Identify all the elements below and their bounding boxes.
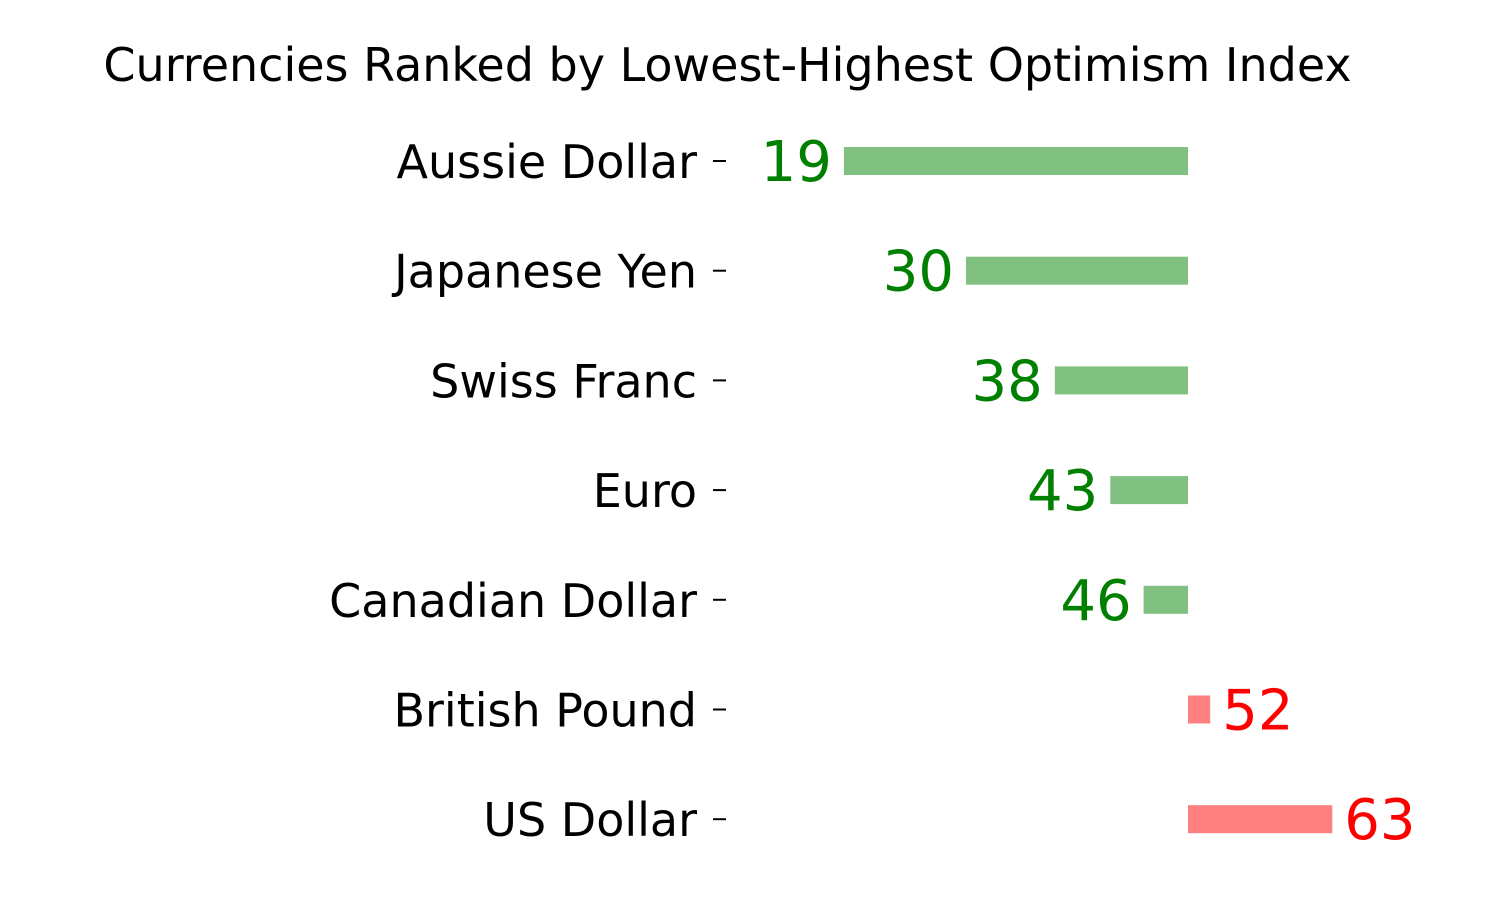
value-label-japanese-yen: 30: [883, 240, 954, 305]
bar-british-pound: [1188, 695, 1211, 724]
category-label-japanese-yen: Japanese Yen: [391, 245, 697, 299]
category-label-canadian-dollar: Canadian Dollar: [329, 574, 697, 628]
category-label-us-dollar: US Dollar: [483, 793, 697, 847]
value-label-canadian-dollar: 46: [1060, 569, 1131, 634]
category-label-euro: Euro: [593, 464, 697, 518]
bar-euro: [1110, 476, 1188, 505]
bar-japanese-yen: [966, 256, 1188, 285]
y-axis-labels: Aussie Dollar Japanese Yen Swiss Franc Euro…: [329, 135, 697, 847]
value-label-aussie-dollar: 19: [761, 130, 832, 195]
value-label-british-pound: 52: [1222, 679, 1293, 744]
value-label-euro: 43: [1027, 459, 1098, 524]
bar-aussie-dollar: [843, 147, 1188, 175]
category-label-swiss-franc: Swiss Franc: [430, 354, 697, 408]
chart-title: Currencies Ranked by Lowest-Highest Opti…: [103, 38, 1352, 92]
bar-canadian-dollar: [1143, 585, 1188, 614]
value-labels: 19 30 38 43 46 52 63: [761, 130, 1416, 853]
bars: [843, 147, 1333, 834]
category-label-british-pound: British Pound: [393, 684, 697, 738]
y-axis-ticks: [713, 160, 726, 821]
bar-us-dollar: [1188, 805, 1333, 834]
value-label-swiss-franc: 38: [972, 349, 1043, 414]
category-label-aussie-dollar: Aussie Dollar: [397, 135, 698, 189]
bar-swiss-franc: [1054, 366, 1188, 395]
value-label-us-dollar: 63: [1344, 788, 1415, 853]
